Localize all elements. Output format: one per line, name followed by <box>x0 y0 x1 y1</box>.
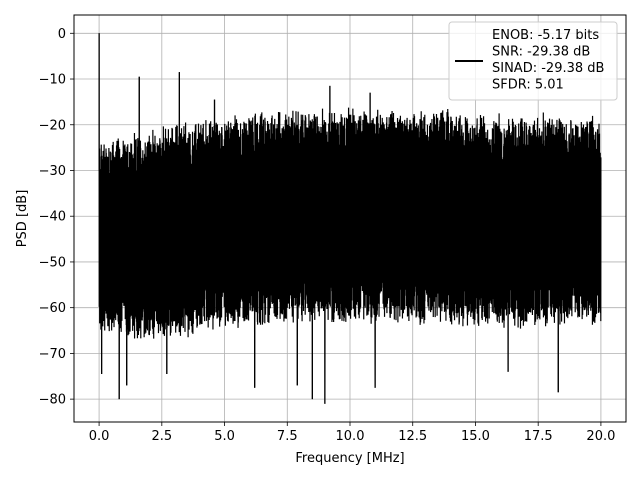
y-tick-label: −10 <box>39 73 66 88</box>
legend-label: ENOB: -5.17 bits SNR: -29.38 dB SINAD: -29… <box>492 28 604 93</box>
x-axis-label: Frequency [MHz] <box>295 451 404 466</box>
x-tick-label: 20.0 <box>586 429 615 444</box>
legend-box <box>448 21 618 101</box>
y-tick-label: −40 <box>39 210 66 225</box>
x-tick-label: 17.5 <box>524 429 553 444</box>
psd-series-line <box>98 33 602 404</box>
x-tick-label: 2.5 <box>151 429 172 444</box>
legend: ENOB: -5.17 bits SNR: -29.38 dB SINAD: -29… <box>448 21 618 101</box>
y-tick-label: −70 <box>39 347 66 362</box>
y-tick-label: −80 <box>39 393 66 408</box>
y-tick-label: −20 <box>39 118 66 133</box>
y-axis-ticks: 0 −10 −20 −30 −40 −50 −60 −70 −80 <box>39 27 74 408</box>
y-tick-label: 0 <box>58 27 66 42</box>
x-tick-label: 7.5 <box>277 429 298 444</box>
x-tick-label: 10.0 <box>336 429 365 444</box>
y-tick-label: −30 <box>39 164 66 179</box>
x-tick-label: 15.0 <box>461 429 490 444</box>
series-layer <box>98 33 602 404</box>
x-tick-label: 5.0 <box>214 429 235 444</box>
y-axis-label: PSD [dB] <box>15 190 30 248</box>
x-tick-label: 0.0 <box>89 429 110 444</box>
x-axis-ticks: 0.0 2.5 5.0 7.5 10.0 12.5 15.0 17.5 20.0 <box>89 422 615 444</box>
y-tick-label: −60 <box>39 301 66 316</box>
y-tick-label: −50 <box>39 255 66 270</box>
x-tick-label: 12.5 <box>398 429 427 444</box>
